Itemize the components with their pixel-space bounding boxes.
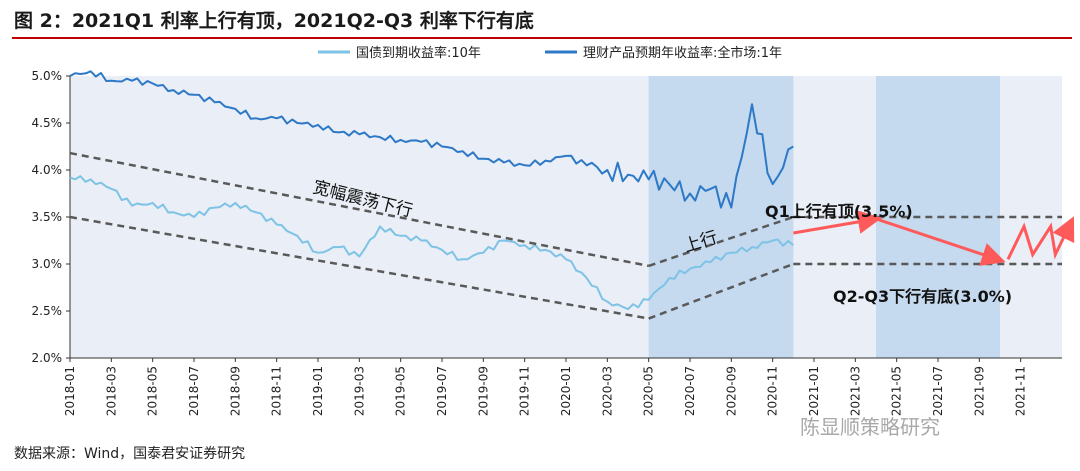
x-tick-label: 2021-09 [972,366,986,416]
title-underline [12,37,1072,39]
x-tick-label: 2020-05 [642,366,656,416]
x-tick-label: 2019-09 [476,366,490,416]
x-tick-label: 2019-11 [518,366,532,416]
x-tick-label: 2018-05 [146,366,160,416]
x-tick-label: 2021-11 [1014,366,1028,416]
trend-lower-down [69,215,649,320]
trend-lower-up [648,262,794,320]
x-tick-label: 2020-01 [559,366,573,416]
legend: 国债到期收益率:10年 理财产品预期年收益率:全市场:1年 [318,45,782,61]
x-tick-label: 2020-11 [766,366,780,416]
bond-yield-10y-line [69,175,794,311]
x-tick-label: 2018-03 [104,366,118,416]
x-tick-label: 2018-01 [63,366,77,416]
trend-upper-up [648,215,794,268]
y-tick-label: 5.0% [32,69,63,83]
watermark: 陈显顺策略研究 [800,415,940,439]
y-tick-label: 2.0% [32,351,63,365]
annotation-q1-cap: Q1上行有顶(3.5%) [765,202,913,221]
x-tick-label: 2020-07 [683,366,697,416]
y-tick-label: 3.0% [32,257,63,271]
x-tick-label: 2018-07 [187,366,201,416]
x-tick-label: 2019-01 [311,366,325,416]
legend-label-wmp: 理财产品预期年收益率:全市场:1年 [583,45,782,61]
x-tick-label: 2021-01 [807,366,821,416]
plot-area: 2.0% 2.5% 3.0% 3.5% 4.0% 4.5% 5.0% 2018-01 2018-… [32,69,1075,416]
legend-label-bond: 国债到期收益率:10年 [356,45,481,61]
annotation-q2q3-floor: Q2-Q3下行有底(3.0%) [833,287,1012,306]
x-tick-label: 2019-03 [352,366,366,416]
x-tick-label: 2021-05 [890,366,904,416]
y-tick-label: 4.5% [32,116,63,130]
x-tick-label: 2019-07 [435,366,449,416]
y-tick-label: 4.0% [32,163,63,177]
y-tick-label: 2.5% [32,304,63,318]
y-tick-label: 3.5% [32,210,63,224]
trend-upper-down [69,151,649,268]
x-tick-label: 2018-09 [228,366,242,416]
x-tick-label: 2021-03 [848,366,862,416]
x-tick-label: 2018-11 [270,366,284,416]
forecast-arrow-down [875,217,1006,266]
x-tick-label: 2020-03 [600,366,614,416]
wmp-yield-1y-line [69,70,794,209]
x-tick-label: 2019-05 [394,366,408,416]
x-tick-label: 2021-07 [931,366,945,416]
x-tick-label: 2020-09 [724,366,738,416]
data-source: 数据来源：Wind，国泰君安证券研究 [14,446,246,462]
shaded-period-0 [648,76,794,358]
forecast-oscillation [1006,216,1075,260]
forecast-arrow-up [793,210,882,235]
chart-title: 图 2：2021Q1 利率上行有顶，2021Q2-Q3 利率下行有底 [14,10,534,32]
chart: 2.0% 2.5% 3.0% 3.5% 4.0% 4.5% 5.0% 2018-01 2018-… [32,45,1075,416]
